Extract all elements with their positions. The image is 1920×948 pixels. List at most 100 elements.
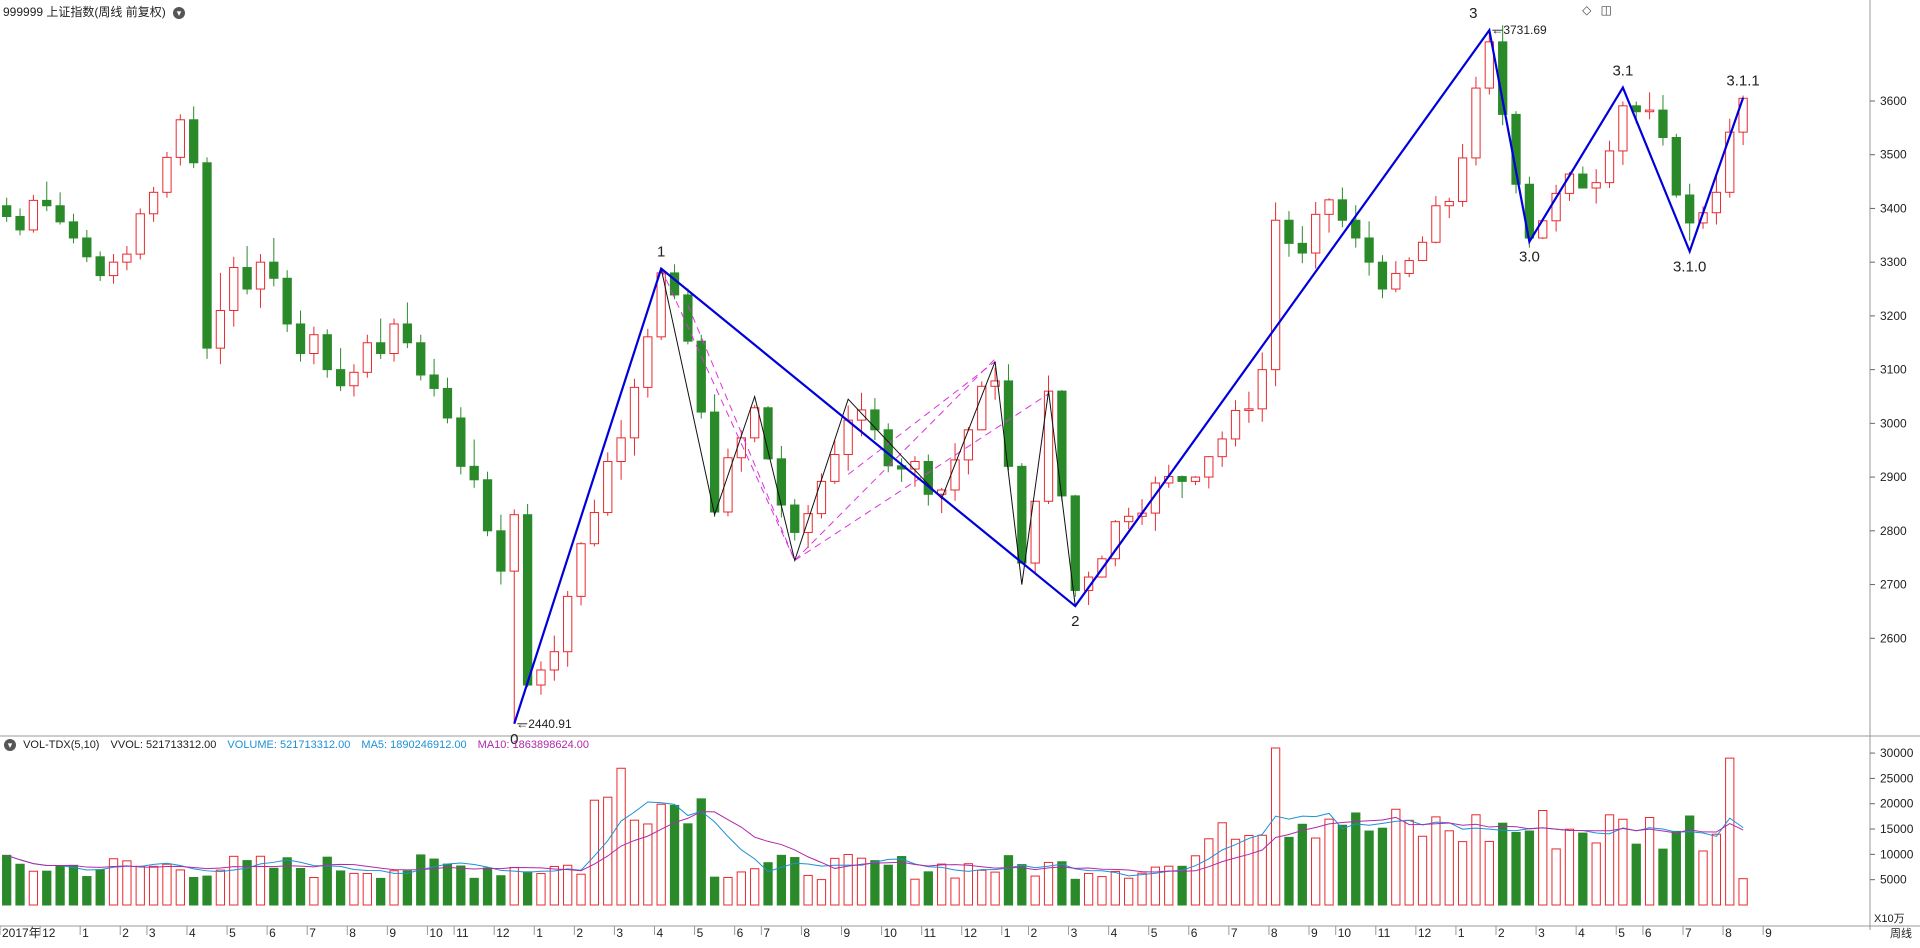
candle-down — [456, 417, 466, 467]
candle-down — [709, 411, 720, 513]
candle-down — [923, 461, 933, 495]
volume-bar — [509, 866, 519, 906]
wave-label: 3.1 — [1612, 63, 1633, 80]
candle-up — [509, 514, 519, 572]
candle-down — [1351, 219, 1361, 239]
volume-bar — [1671, 830, 1681, 906]
volume-bar — [1217, 822, 1227, 906]
volume-legend: ▾ VOL-TDX(5,10) VVOL: 521713312.00 VOLUM… — [4, 739, 597, 752]
candle-up — [1417, 241, 1428, 262]
x-tick-label: 4 — [1111, 926, 1118, 940]
x-tick-label: 2 — [1498, 926, 1505, 940]
candle-up — [1444, 200, 1454, 207]
x-tick-label: 6 — [269, 926, 276, 940]
volume-bar — [1230, 838, 1241, 906]
candle-up — [175, 119, 185, 158]
vol-y-tick-label: 10000 — [1880, 847, 1914, 861]
volume-bar — [148, 865, 159, 906]
period-button[interactable]: 周线 — [1890, 928, 1912, 940]
volume-bar — [1190, 855, 1201, 906]
x-tick-label: 4 — [1578, 926, 1585, 940]
main-wave-line — [513, 27, 1745, 725]
candle-down — [55, 205, 65, 223]
volume-bar — [28, 870, 39, 906]
y-tick-label: 3500 — [1880, 148, 1907, 162]
volume-bar — [1270, 747, 1281, 906]
wave-overlay: 0 1 2 3 3.0 3.1 3.1.0 3.1.1 ←2440.91 ←3731.69 — [510, 5, 1760, 748]
candle-down — [335, 369, 346, 387]
volume-bar — [282, 857, 292, 906]
candle-down — [376, 342, 386, 355]
volume-bar — [1391, 808, 1401, 906]
volume-bar — [990, 871, 1000, 906]
candle-up — [603, 461, 613, 514]
candle-up — [1551, 192, 1561, 222]
volume-bar — [629, 819, 640, 906]
volume-bar — [1137, 872, 1147, 906]
x-tick-label: 6 — [1191, 926, 1198, 940]
candle-down — [322, 334, 332, 371]
candle-up — [1644, 109, 1655, 113]
candle-up — [723, 457, 733, 513]
chart-title-bar[interactable]: 999999 上证指数(周线 前复权) ▾ — [3, 3, 186, 20]
volume-y-axis: 5000 10000 15000 20000 25000 30000 X10万 — [1870, 746, 1914, 925]
volume-bar — [402, 870, 413, 906]
volume-bar — [1404, 819, 1414, 906]
volume-value: VOLUME: 521713312.00 — [227, 739, 351, 751]
candle-down — [1017, 465, 1027, 564]
candle-up — [816, 480, 827, 515]
volume-bar — [750, 868, 760, 906]
candle-up — [148, 191, 159, 215]
candle-up — [549, 651, 559, 671]
candle-up — [1230, 409, 1241, 440]
volume-bar — [1257, 834, 1267, 906]
volume-bar — [1030, 875, 1040, 906]
y-tick-label: 2900 — [1880, 470, 1907, 484]
candle-up — [937, 489, 947, 495]
candle-up — [255, 261, 266, 290]
candle-down — [776, 458, 787, 506]
volume-bar — [55, 865, 65, 906]
x-tick-label: 7 — [309, 926, 316, 940]
volume-bar — [135, 865, 145, 906]
volume-bar — [1604, 814, 1615, 906]
x-tick-label: 11 — [456, 926, 469, 940]
candle-up — [1083, 576, 1094, 591]
volume-bar — [709, 876, 720, 906]
x-tick-label: 10 — [429, 926, 443, 940]
vol-indicator-name: VOL-TDX(5,10) — [23, 739, 100, 751]
volume-bar — [1524, 830, 1535, 906]
y-tick-label: 2800 — [1880, 524, 1907, 538]
x-axis: 2017年 12 1 2 3 4 5 6 7 8 9 10 11 12 1 2 3 4 5 6 7 8 9 10 11 12 1 2 3… — [0, 926, 1772, 940]
volume-bar — [1311, 837, 1321, 906]
wave-channel-line — [660, 268, 796, 561]
chevron-down-icon[interactable]: ▾ — [4, 739, 16, 752]
diamond-icon[interactable]: ◇ — [1582, 3, 1592, 17]
volume-bar — [1337, 824, 1348, 906]
wave-channel-line — [794, 393, 1049, 561]
volume-bar — [1003, 855, 1014, 906]
chevron-down-icon[interactable]: ▾ — [173, 6, 186, 19]
window-toggle-icon[interactable]: ◫ — [1600, 3, 1612, 17]
candle-up — [629, 386, 640, 439]
volume-bar — [696, 798, 706, 906]
volume-bar — [482, 867, 493, 906]
volume-bar — [1124, 877, 1134, 906]
vol-y-tick-label: 25000 — [1880, 771, 1914, 785]
volume-bar — [1043, 861, 1054, 906]
x-tick-label: 3 — [1071, 926, 1078, 940]
candle-up — [1311, 213, 1321, 254]
candle-up — [1270, 219, 1281, 371]
x-tick-label: 12 — [1418, 926, 1432, 940]
x-tick-label: 2 — [1031, 926, 1038, 940]
candle-up — [349, 371, 359, 387]
volume-bar — [2, 854, 12, 906]
vol-y-tick-label: 20000 — [1880, 797, 1914, 811]
candle-up — [229, 267, 239, 312]
candle-down — [469, 465, 479, 481]
candle-down — [1671, 137, 1681, 196]
candle-down — [15, 215, 25, 231]
chart-title: 999999 上证指数(周线 前复权) — [3, 5, 166, 19]
volume-bar — [122, 860, 132, 906]
